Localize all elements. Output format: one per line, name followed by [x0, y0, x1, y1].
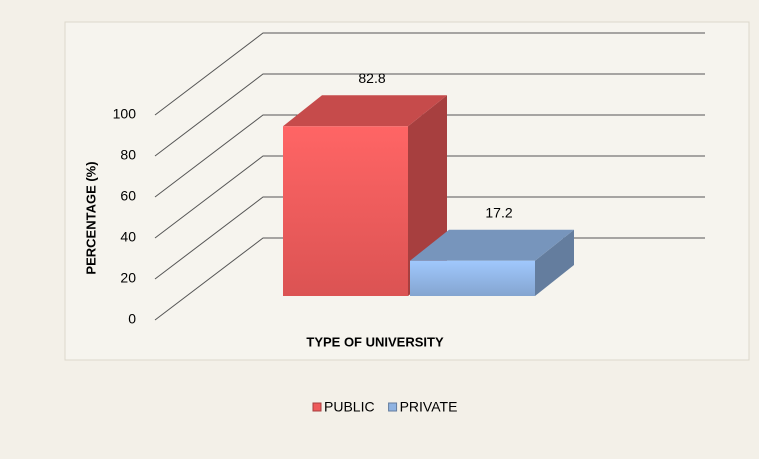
- grid-line: [154, 196, 705, 280]
- grid-line: [154, 114, 705, 198]
- bar-side: [535, 229, 574, 296]
- grid-line: [154, 73, 705, 157]
- legend-swatch: [388, 402, 398, 412]
- bar-front: [283, 126, 408, 296]
- y-axis-title: PERCENTAGE (%): [83, 161, 98, 274]
- bar: [410, 229, 574, 296]
- legend-swatch: [312, 402, 322, 412]
- data-label: 82.8: [358, 70, 385, 86]
- grid-line: [154, 155, 705, 239]
- legend-label: PUBLIC: [324, 399, 375, 415]
- x-axis-title: TYPE OF UNIVERSITY: [306, 334, 444, 349]
- y-tick-label: 0: [128, 311, 136, 327]
- y-tick-label: 60: [120, 188, 136, 204]
- y-tick-label: 80: [120, 147, 136, 163]
- data-label: 17.2: [485, 204, 512, 220]
- y-tick-label: 20: [120, 270, 136, 286]
- bar-top: [410, 229, 574, 261]
- grid-line: [154, 32, 705, 116]
- y-tick-label: 40: [120, 229, 136, 245]
- legend-label: PRIVATE: [400, 399, 458, 415]
- bar-top: [283, 95, 447, 127]
- bar-front: [410, 260, 535, 296]
- y-tick-label: 100: [113, 106, 137, 122]
